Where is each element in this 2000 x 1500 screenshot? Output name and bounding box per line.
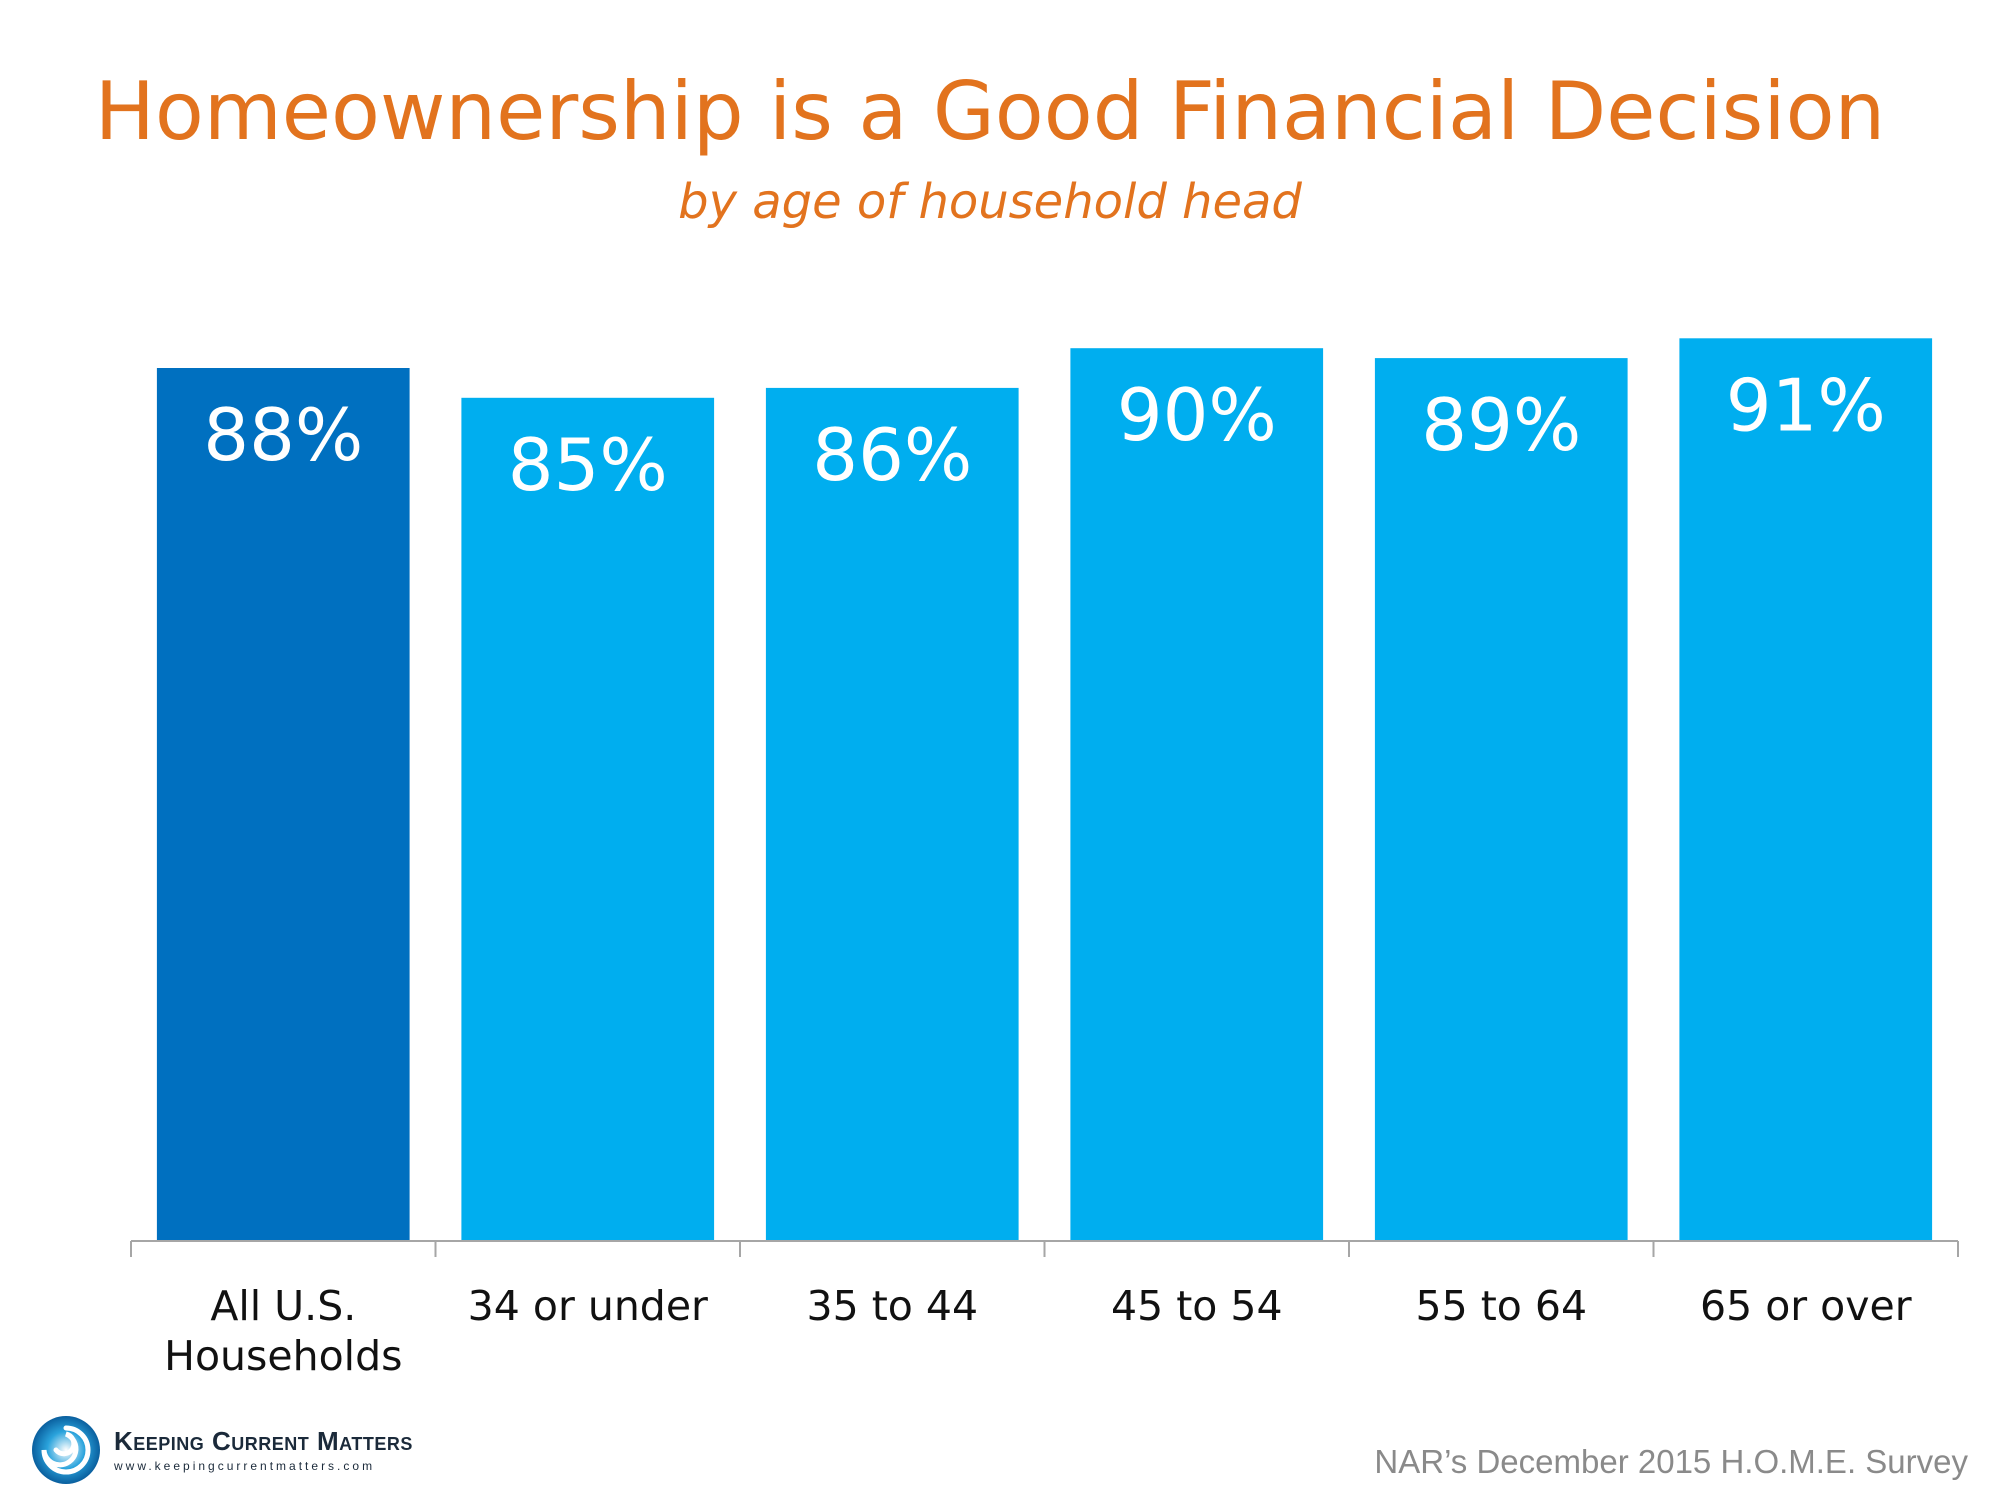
category-label-1: 34 or under [468, 1282, 708, 1330]
category-label-0: All U.S. Households [164, 1282, 402, 1380]
category-label-3: 45 to 54 [1111, 1282, 1283, 1330]
category-label-5: 65 or over [1700, 1282, 1912, 1330]
chart-subtitle: by age of household head [678, 174, 1302, 230]
bar-value-label-4: 89% [1421, 383, 1581, 467]
source-note: NAR’s December 2015 H.O.M.E. Survey [1374, 1443, 1968, 1480]
bar-value-label-2: 86% [812, 413, 972, 497]
chart-title: Homeownership is a Good Financial Decisi… [94, 65, 1886, 158]
bar-value-label-5: 91% [1726, 363, 1886, 447]
bar-4 [1374, 358, 1628, 1242]
bar-value-label-3: 90% [1117, 373, 1277, 457]
bar-2 [765, 387, 1019, 1241]
bar-value-label-0: 88% [203, 393, 363, 477]
category-label-4: 55 to 64 [1416, 1282, 1588, 1330]
bar-0 [156, 368, 410, 1241]
bar-1 [461, 397, 715, 1241]
bar-value-label-1: 85% [508, 423, 668, 507]
logo-name: Keeping Current Matters [114, 1426, 413, 1456]
bar-chart: 88% All U.S. Households 85% 34 or under 86% 35… [130, 338, 1959, 1380]
bar-5 [1679, 338, 1933, 1241]
category-label-2: 35 to 44 [807, 1282, 979, 1330]
swirl-logo-icon [32, 1416, 100, 1484]
company-logo: Keeping Current Matters www.keepingcurre… [30, 1410, 413, 1490]
logo-url: www.keepingcurrentmatters.com [114, 1459, 376, 1473]
bar-3 [1070, 348, 1324, 1241]
